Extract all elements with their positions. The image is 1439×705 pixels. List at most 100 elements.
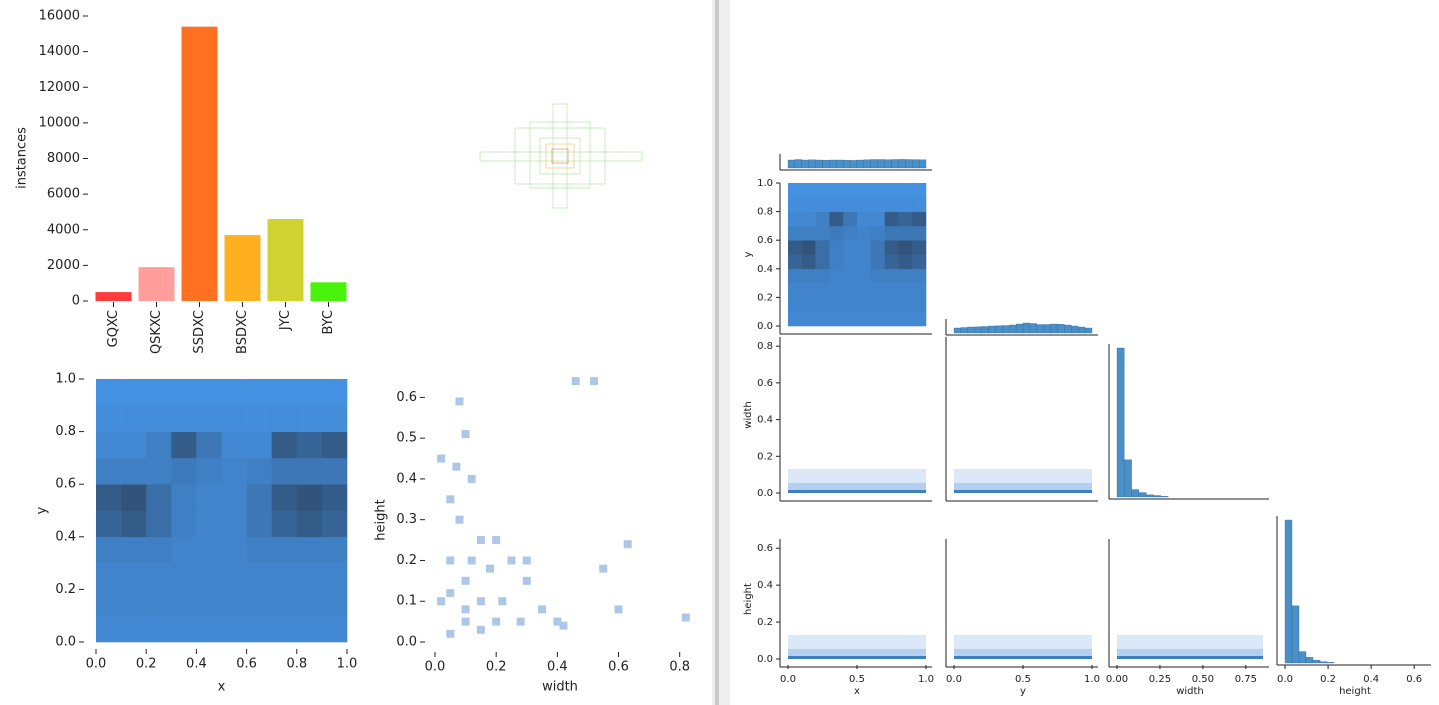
heatmap-cell [857,197,872,212]
hist-bar [967,326,975,334]
heatmap-cell [857,297,872,312]
hist-bar [877,159,885,169]
heatmap-cell [96,457,122,485]
bin [522,556,531,565]
heatmap-cell [870,254,885,270]
x-tick-label: 0.0 [946,674,962,685]
bin [467,556,476,565]
bin [452,462,461,471]
bin [437,454,446,463]
hist-bar [884,159,892,169]
bin [455,515,464,524]
heatmap-cell [815,225,830,241]
heatmap-cell [815,297,830,312]
x-tick-label: 0.0 [425,660,446,675]
heatmap-cell [196,615,222,643]
heatmap-cell [788,297,803,312]
density-band [954,649,1092,659]
divider-handle[interactable] [715,0,719,705]
heatmap-cell [884,254,899,270]
x-tick-label: 0.75 [1235,674,1257,685]
heatmap-cell [815,197,830,212]
heatmap-cell [171,615,197,643]
x-tick-label: 0.50 [1192,674,1214,685]
heatmap-cell [788,311,803,327]
heatmap-cell [246,431,272,459]
y-tick-label: 0.3 [396,512,417,527]
heatmap-cell [96,563,122,590]
hist-bar [1153,495,1161,498]
bin [486,564,495,573]
y-axis-label: y [743,251,754,257]
x-tick-label: SSDXC [192,310,207,354]
hist-bar [856,159,865,169]
heatmap-cell [829,240,844,255]
hist-bar [1057,324,1065,334]
heatmap-cell [246,379,272,406]
heatmap-cell [96,615,122,643]
hist-bar [918,159,927,169]
heatmap-cell [898,268,913,284]
heatmap-cell [870,268,885,284]
bin [476,536,485,545]
y-tick-label: 0.2 [55,582,76,597]
heatmap-cell [801,240,816,255]
heatmap-cell [857,311,872,327]
bin [446,589,455,598]
heatmap-cell [121,457,147,485]
hist-bar [1064,324,1072,334]
heatmap-cell [829,268,844,284]
heatmap-cell [221,510,247,538]
bin [516,617,525,626]
y-tick-label: 0.0 [55,635,76,650]
hist-bar [843,160,851,169]
heatmap-cell [171,563,197,590]
heatmap-cell [221,536,247,564]
hist-bar [822,160,830,169]
y-tick-label: 0.0 [757,488,773,499]
heatmap-cell [146,589,172,616]
heatmap-cell [271,431,298,459]
heatmap-cell [870,311,885,327]
heatmap-cell [912,254,927,270]
hist-bar [1050,323,1058,334]
heatmap-cell [221,457,247,485]
bin [614,605,623,614]
heatmap-cell [870,283,885,298]
heatmap-cell [246,405,272,432]
heatmap-cell [884,211,899,227]
heatmap-cell [912,240,927,255]
hist-bar [1284,519,1293,664]
bin [476,597,485,606]
y-axis-label: height [374,499,389,540]
bin [461,605,470,614]
heatmap-cell [121,431,147,459]
y-tick-label: 0.6 [55,477,76,492]
x-tick-label: BYC [321,310,336,335]
hist-bar [1071,325,1079,334]
heatmap-cell [121,405,147,432]
x-tick-label: 0.6 [236,657,257,672]
hist-bar [1298,651,1307,664]
y-tick-label: 0.4 [757,415,773,426]
left-figure: 0 2000 4000 6000 8000 10000 12000 14000 16000 ins… [15,9,691,695]
x-tick-label: BSDXC [235,310,250,354]
heatmap-cell [271,484,298,511]
heatmap-cell [96,536,122,564]
hist-bar [1124,459,1132,498]
heatmap-cell [801,283,816,298]
divider[interactable] [712,0,730,705]
heatmap-cell [912,211,927,227]
hist-bar [1015,323,1024,334]
heatmap-cell [196,563,222,590]
heatmap-cell [815,183,830,198]
heatmap-cell [843,297,858,312]
heatmap-cell [870,225,885,241]
correlogram: 0.0 0.5 1.0x0.00.20.40.60.81.0y0.0 0.5 1.0y0… [743,154,1431,697]
heatmap-cell [857,240,872,255]
y-tick-label: 12000 [39,80,80,95]
heatmap-cell [912,225,927,241]
heatmap-cell [121,379,147,406]
heatmap-cell [196,457,222,485]
x-tick-label: 1.0 [1084,674,1100,685]
